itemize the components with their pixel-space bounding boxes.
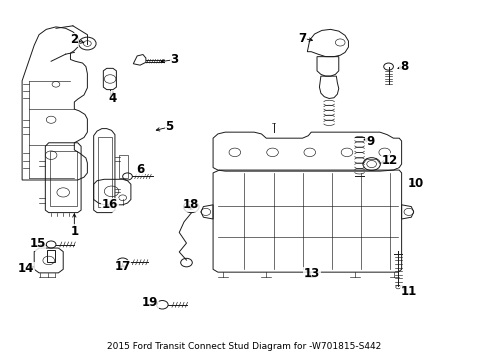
Text: 10: 10 [407, 177, 424, 190]
Text: 18: 18 [183, 198, 199, 211]
Text: 7: 7 [298, 32, 306, 45]
Text: 2: 2 [70, 33, 78, 46]
Text: 13: 13 [304, 267, 320, 280]
Text: 6: 6 [136, 163, 144, 176]
Text: 4: 4 [109, 92, 117, 105]
Text: 8: 8 [399, 60, 407, 73]
Text: 15: 15 [29, 237, 46, 250]
Text: 5: 5 [165, 120, 173, 133]
Text: 1: 1 [70, 225, 78, 238]
Text: 17: 17 [114, 260, 130, 273]
Text: 11: 11 [400, 285, 416, 298]
Text: 19: 19 [142, 296, 158, 309]
Text: 2015 Ford Transit Connect Stud Diagram for -W701815-S442: 2015 Ford Transit Connect Stud Diagram f… [107, 342, 381, 351]
Bar [50, 150, 77, 206]
Bar [119, 155, 127, 178]
Text: 14: 14 [18, 262, 34, 275]
Text: 12: 12 [381, 154, 397, 167]
Text: 3: 3 [170, 53, 178, 66]
Bar [98, 138, 111, 207]
Text: 16: 16 [102, 198, 118, 211]
Text: 9: 9 [366, 135, 373, 148]
